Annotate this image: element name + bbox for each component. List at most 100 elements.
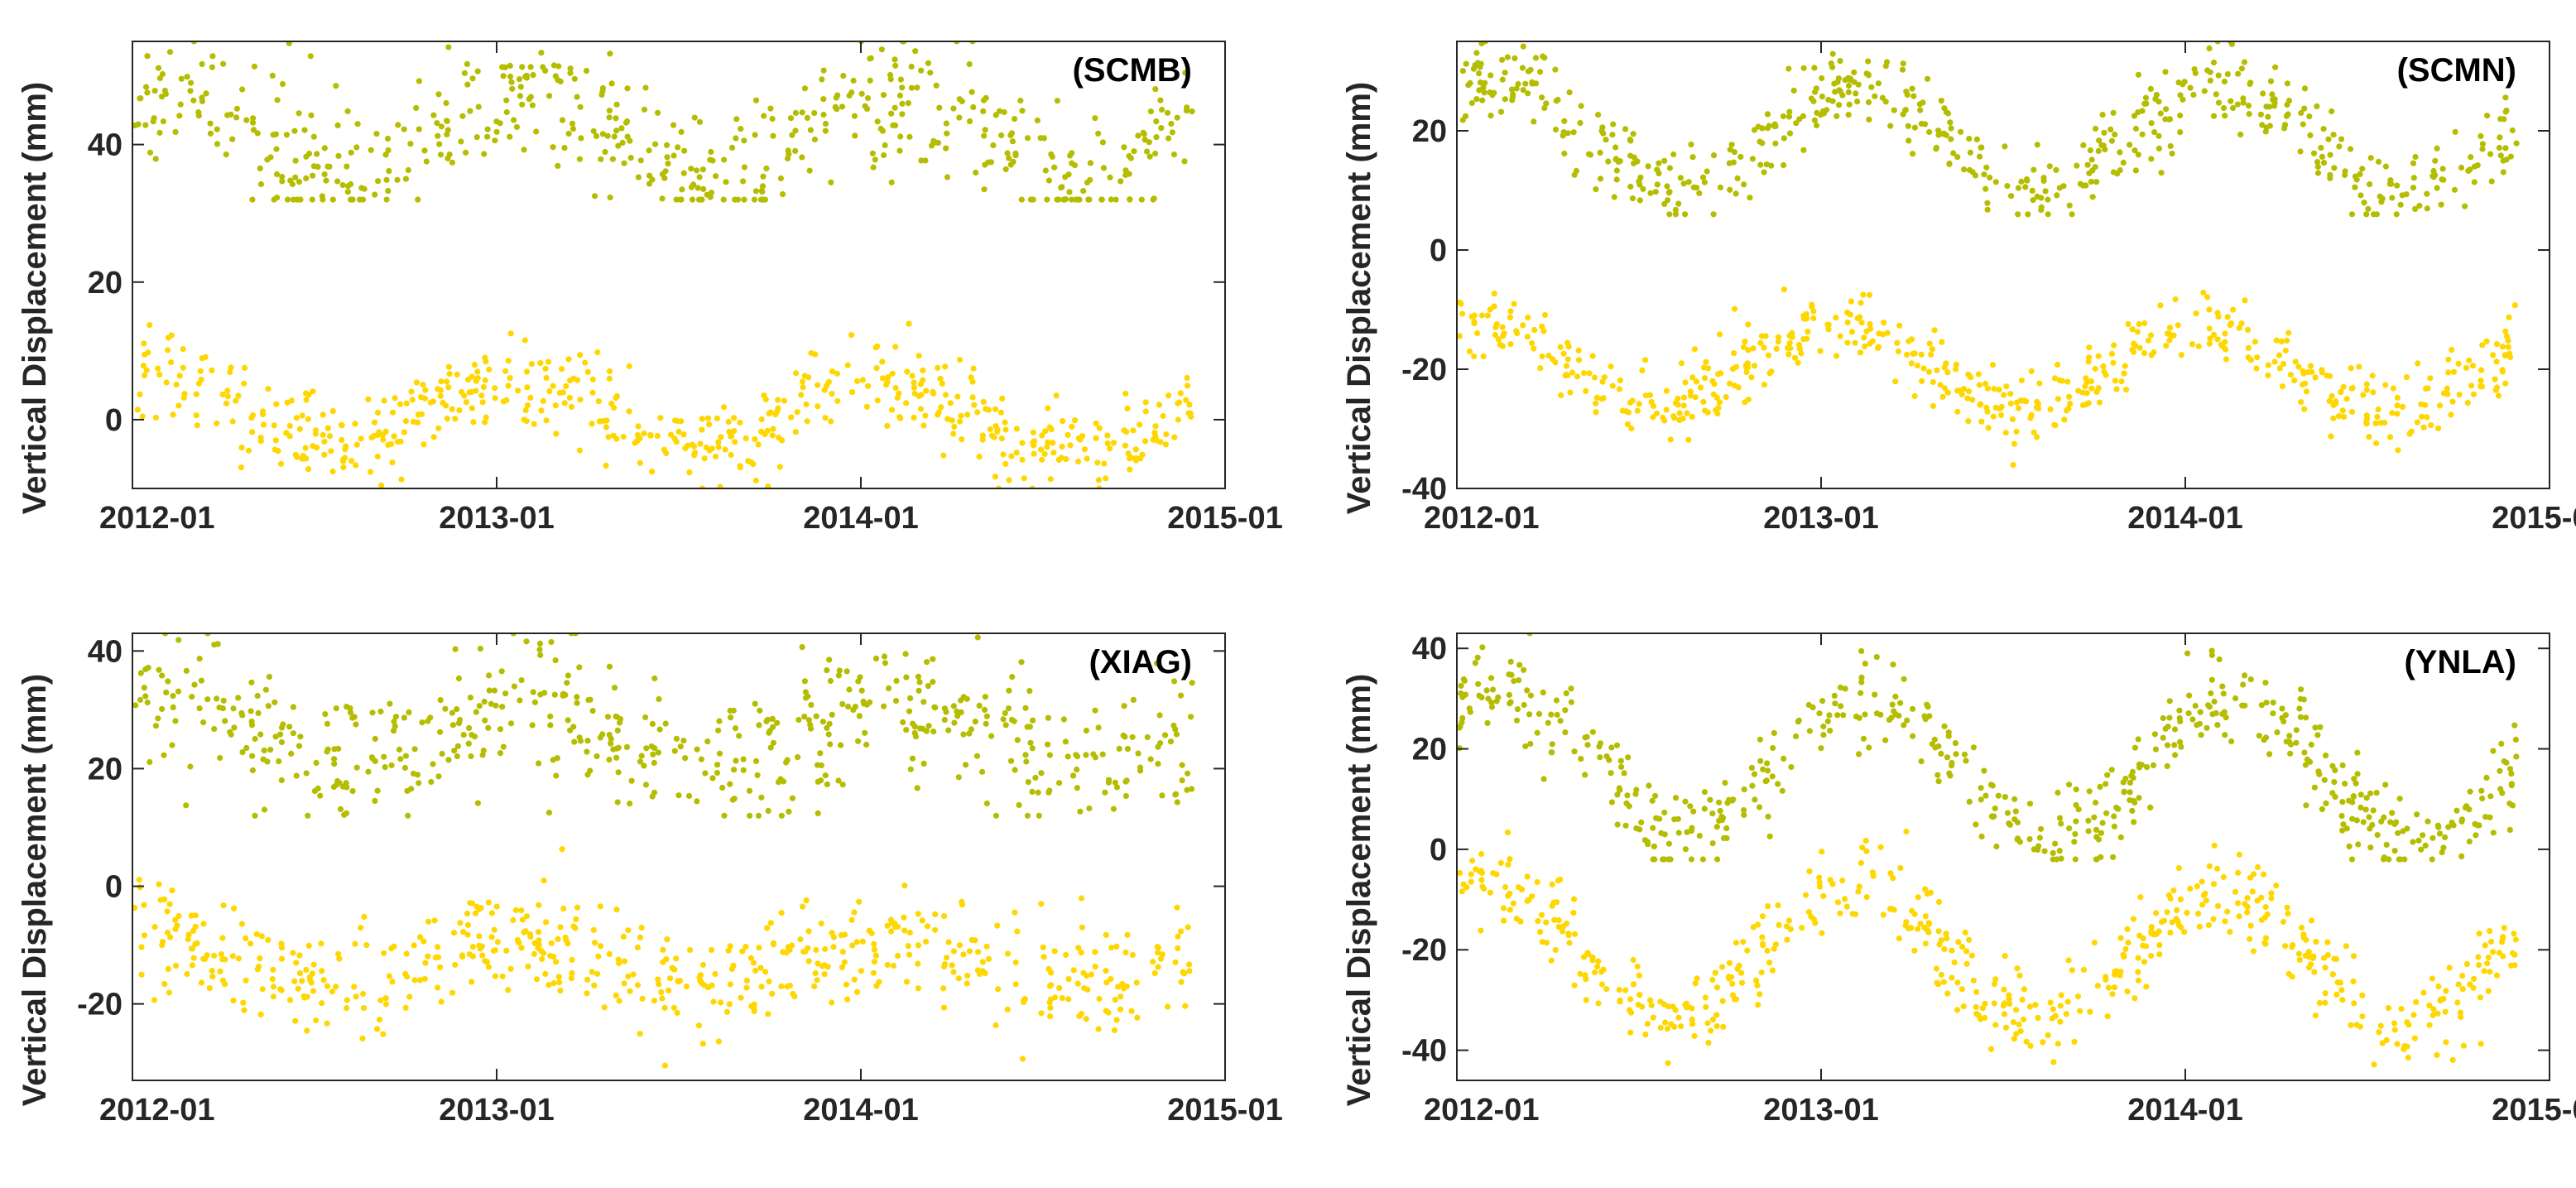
point-upper [251, 63, 257, 70]
point-lower [452, 416, 459, 422]
point-upper [2318, 144, 2324, 152]
point-lower [2122, 387, 2130, 393]
point-lower [2056, 377, 2063, 384]
point-lower [1744, 364, 1751, 371]
point-upper [511, 117, 517, 123]
point-upper [2501, 758, 2507, 765]
point-upper [1672, 795, 1680, 801]
point-lower [2338, 389, 2344, 396]
point-upper [455, 675, 463, 682]
point-upper [649, 720, 656, 728]
point-lower [192, 912, 199, 919]
point-lower [284, 399, 291, 406]
point-lower [1078, 950, 1084, 956]
point-upper [2045, 196, 2051, 203]
point-lower [1630, 981, 1637, 988]
point-upper [896, 147, 903, 154]
point-upper [248, 679, 255, 685]
point-upper [2129, 807, 2136, 815]
point-lower [537, 359, 544, 367]
point-lower [1806, 868, 1813, 874]
point-lower [269, 976, 276, 983]
point-upper [1466, 705, 1473, 712]
point-upper [2087, 147, 2093, 154]
point-lower [454, 371, 460, 378]
point-upper [334, 122, 341, 128]
point-lower [915, 985, 921, 992]
point-lower [1021, 475, 1027, 482]
point-lower [1930, 378, 1936, 386]
point-upper [290, 196, 296, 203]
point-upper [2442, 834, 2449, 841]
point-upper [916, 679, 923, 685]
point-upper [1723, 834, 1730, 842]
point-upper [1555, 96, 1561, 103]
point-upper [1950, 150, 1957, 156]
point-upper [1701, 789, 1708, 796]
point-upper [382, 152, 389, 158]
point-lower [1769, 967, 1776, 974]
point-upper [1603, 137, 1609, 143]
point-lower [1987, 1046, 1995, 1052]
point-lower [435, 944, 441, 950]
point-upper [1693, 185, 1700, 191]
point-upper [2451, 186, 2458, 193]
point-upper [1074, 766, 1080, 773]
point-upper [1554, 711, 1560, 719]
point-upper [386, 168, 392, 175]
point-lower [1616, 987, 1622, 993]
point-lower [521, 929, 527, 935]
point-upper [728, 714, 734, 721]
point-lower [2391, 1020, 2398, 1027]
point-lower [1575, 357, 1583, 363]
point-lower [2495, 392, 2502, 399]
point-upper [560, 690, 567, 697]
point-upper [614, 799, 621, 806]
point-lower [161, 981, 168, 988]
point-lower [1176, 399, 1183, 406]
point-lower [1624, 421, 1631, 427]
point-lower [166, 989, 172, 996]
point-upper [709, 775, 716, 782]
point-upper [594, 753, 600, 760]
point-upper [1631, 160, 1637, 166]
point-lower [2148, 351, 2155, 358]
point-upper [324, 746, 331, 753]
point-upper [665, 161, 671, 167]
point-upper [599, 131, 607, 137]
point-lower [1128, 455, 1135, 461]
point-lower [874, 397, 881, 404]
point-upper [1527, 66, 1534, 73]
point-upper [252, 735, 258, 743]
point-lower [1495, 336, 1502, 343]
point-lower [1665, 1003, 1671, 1010]
point-lower [685, 442, 691, 449]
point-lower [699, 980, 705, 987]
point-upper [493, 702, 499, 709]
point-lower [919, 917, 925, 924]
point-lower [2456, 392, 2463, 398]
point-lower [536, 929, 542, 935]
point-upper [655, 749, 662, 756]
point-upper [331, 756, 338, 762]
point-upper [2370, 807, 2377, 814]
point-upper [2127, 797, 2133, 804]
point-lower [1083, 1016, 1089, 1022]
point-upper [1978, 833, 1985, 840]
point-upper [1833, 113, 1840, 119]
point-lower [1703, 358, 1709, 365]
point-upper [2410, 185, 2417, 191]
point-upper [613, 115, 619, 122]
point-lower [1908, 336, 1915, 343]
point-upper [979, 768, 986, 775]
point-lower [1128, 1008, 1135, 1014]
point-upper [1806, 728, 1813, 734]
point-lower [871, 940, 877, 947]
point-upper [1945, 729, 1952, 736]
point-lower [1745, 397, 1752, 403]
point-upper [423, 158, 430, 165]
point-lower [2394, 1041, 2401, 1047]
point-upper [2099, 112, 2106, 118]
point-upper [608, 735, 614, 743]
point-lower [1046, 999, 1053, 1006]
